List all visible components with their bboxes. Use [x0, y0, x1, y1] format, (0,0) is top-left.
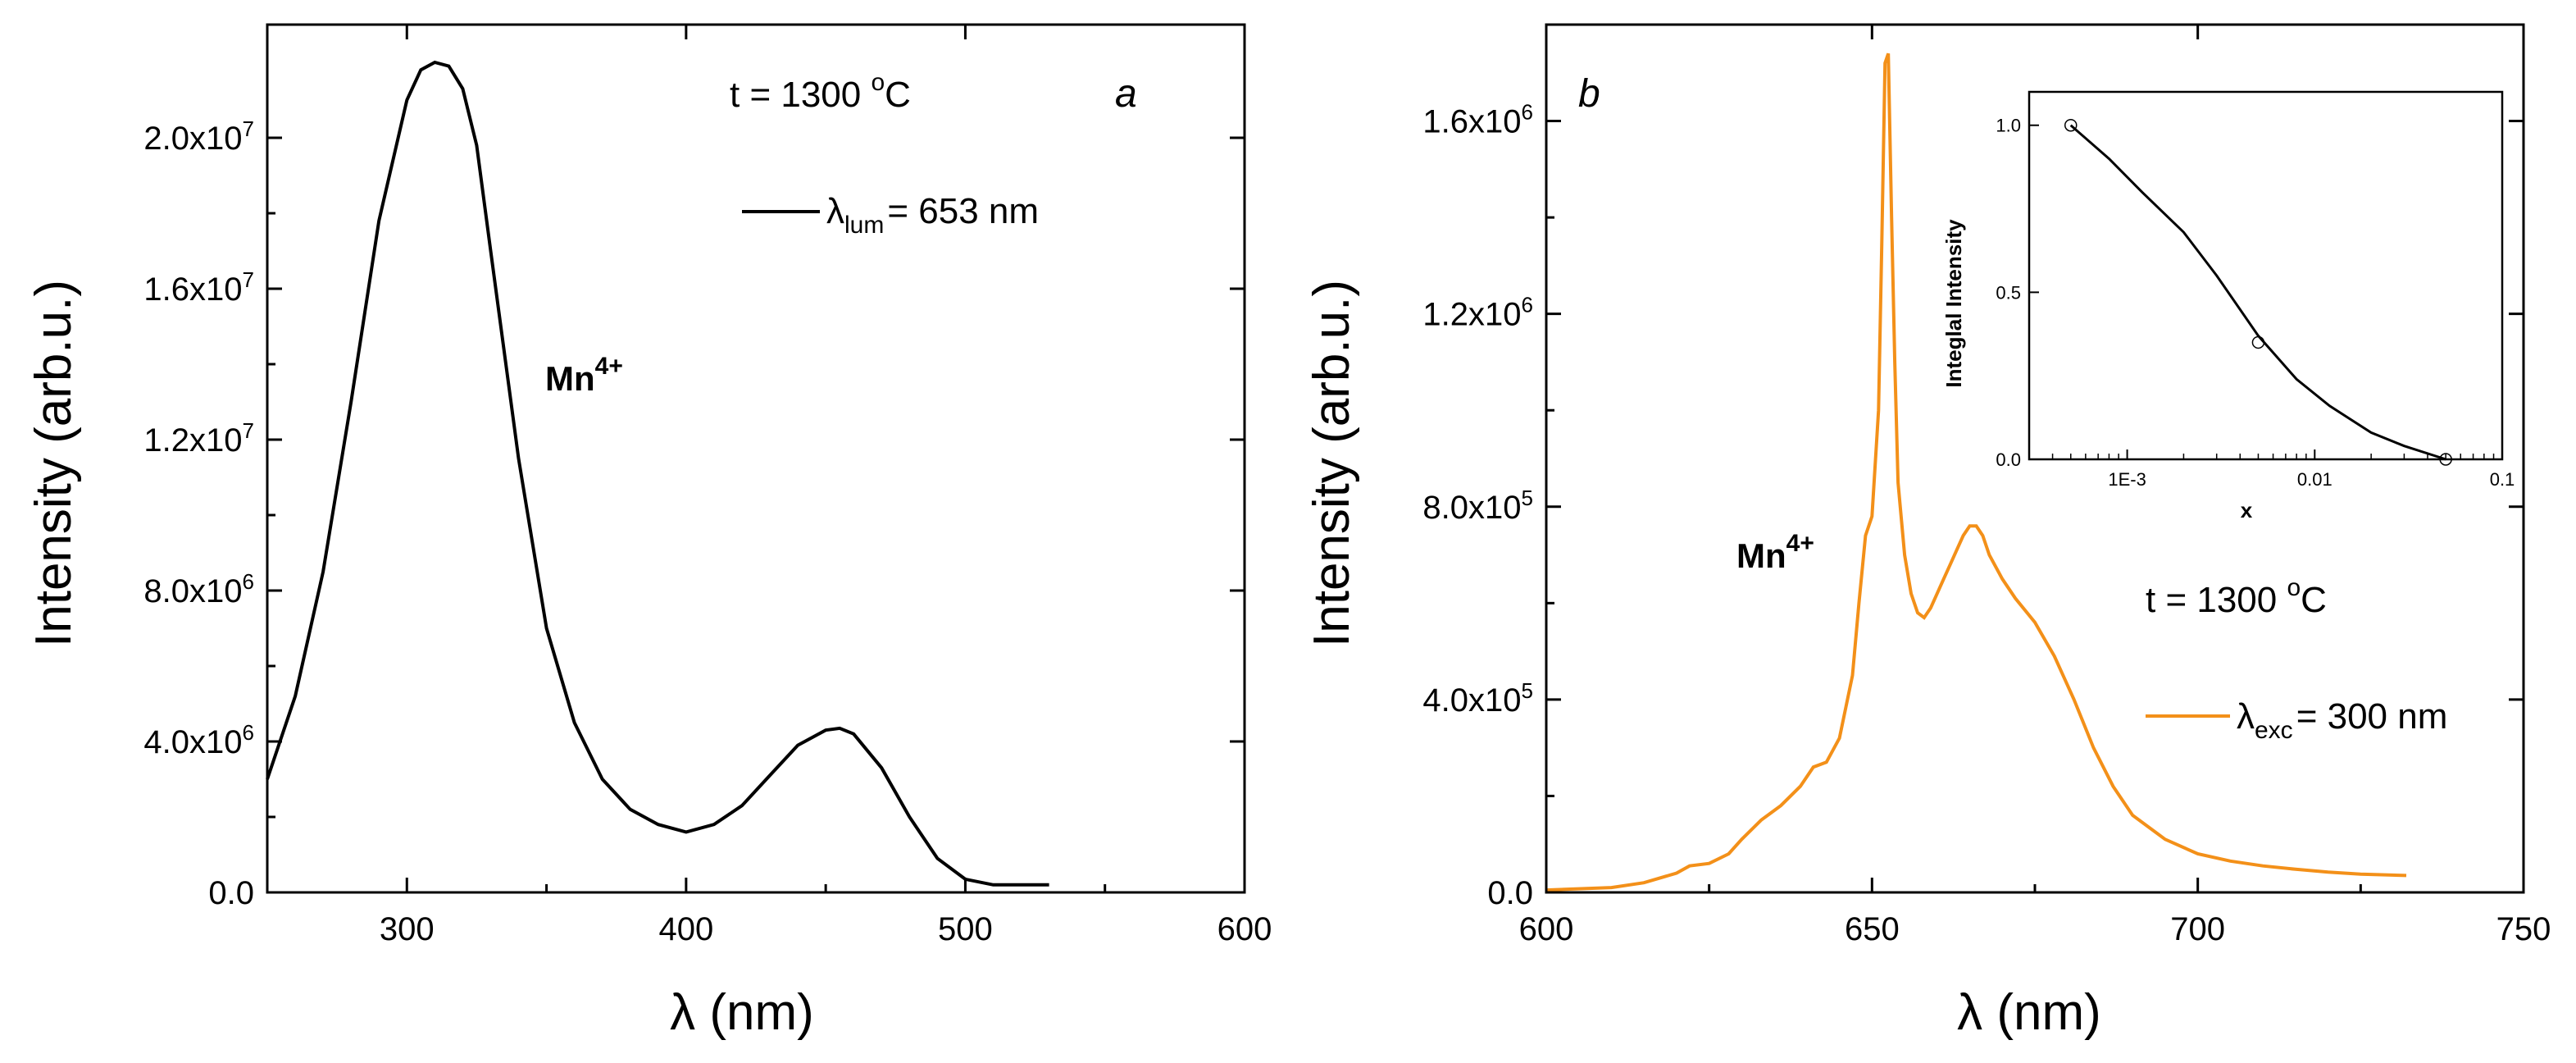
panel-a-legend-label: λlum= 653 nm — [826, 191, 1039, 239]
inset-ylabel: Integlal Intensity — [1941, 219, 1966, 388]
panel-b: 600 650 700 750 0.0 4.0x105 8.0x105 1.2x106 1.6x… — [1304, 23, 2551, 1041]
svg-text:t = 1300 oC: t = 1300 oC — [2146, 574, 2327, 620]
panel-b-y-tick-label: 4.0x105 — [1422, 678, 1533, 719]
inset-fit-line — [2069, 124, 2446, 461]
panel-b-y-tick-label: 8.0x105 — [1422, 486, 1533, 526]
inset-x-tick-label: 1E-3 — [2108, 469, 2146, 490]
panel-b-x-tick-label: 700 — [2170, 911, 2225, 947]
panel-b-ion-label: Mn4+ — [1736, 530, 1814, 575]
panel-b-legend: λexc= 300 nm — [2146, 696, 2447, 744]
panel-b-inset: 1E-3 0.01 0.10.00.51.0 Integlal Intensity … — [1941, 90, 2515, 522]
panel-a-plot-frame — [266, 23, 1246, 894]
panel-a-y-tick-label: 1.6x107 — [143, 267, 254, 308]
inset-ticks: 1E-3 0.01 0.1 0.0 0.5 1.0 — [1996, 116, 2515, 490]
panel-b-xlabel: λ (nm) — [1957, 984, 2101, 1041]
panel-b-ylabel: Intensity (arb.u.) — [1304, 280, 1360, 647]
panel-b-x-tick-label: 600 — [1519, 911, 1574, 947]
inset-y-tick-label: 0.0 — [1996, 449, 2021, 470]
panel-b-y-tick-label: 1.2x106 — [1422, 293, 1533, 333]
panel-a-ylabel: Intensity (arb.u.) — [25, 280, 82, 647]
inset-x-tick-label: 0.1 — [2490, 469, 2515, 490]
panel-a-xlabel: λ (nm) — [670, 984, 814, 1041]
panel-a-x-tick-label: 600 — [1217, 911, 1272, 947]
panel-b-temperature-label: t = 1300 oC — [2146, 574, 2327, 620]
panel-a-y-tick-label: 0.0 — [208, 875, 254, 911]
panel-a-y-tick-label: 8.0x106 — [143, 569, 254, 609]
panel-a-y-tick-label: 2.0x107 — [143, 116, 254, 157]
panel-a-letter: a — [1115, 72, 1137, 116]
panel-a-ion-label: Mn4+ — [545, 353, 623, 398]
panel-a-y-tick-label: 1.2x107 — [143, 418, 254, 459]
inset-data-point — [2251, 335, 2265, 349]
inset-plot-frame — [2028, 90, 2504, 461]
inset-y-tick-label: 1.0 — [1996, 116, 2021, 136]
panel-b-letter: b — [1578, 72, 1600, 116]
panel-a-x-tick-label: 500 — [938, 911, 993, 947]
panel-b-y-tick-label: 0.0 — [1487, 875, 1533, 911]
panel-a-legend: λlum= 653 nm — [742, 191, 1039, 239]
panel-a: 300 400 500 600 0.0 4.0x106 8.0x106 1.2x107 1.6x… — [25, 23, 1272, 1041]
panel-b-ticks: 600 650 700 750 0.0 4.0x105 8.0x105 1.2x106 1.6x… — [1422, 25, 2551, 947]
panel-a-x-tick-label: 300 — [380, 911, 435, 947]
panel-b-legend-label: λexc= 300 nm — [2237, 696, 2447, 744]
panel-b-series-line — [1545, 52, 2407, 892]
panel-b-y-tick-label: 1.6x106 — [1422, 100, 1533, 140]
panel-a-y-tick-label: 4.0x106 — [143, 720, 254, 760]
inset-x-tick-label: 0.01 — [2297, 469, 2333, 490]
inset-y-tick-label: 0.5 — [1996, 282, 2021, 303]
panel-b-x-tick-label: 650 — [1845, 911, 1900, 947]
inset-data-point — [2064, 118, 2078, 132]
panel-a-temperature-label: t = 1300 oC — [730, 69, 911, 115]
panel-a-ticks: 300 400 500 600 0.0 4.0x106 8.0x106 1.2x107 1.6x… — [143, 25, 1272, 947]
svg-text:t = 1300 oC: t = 1300 oC — [730, 69, 911, 115]
panel-b-plot-frame — [1545, 23, 2525, 894]
panel-b-x-tick-label: 750 — [2496, 911, 2551, 947]
panel-a-series-line — [266, 60, 1049, 887]
panel-a-x-tick-label: 400 — [658, 911, 713, 947]
inset-xlabel: x — [2241, 498, 2253, 522]
